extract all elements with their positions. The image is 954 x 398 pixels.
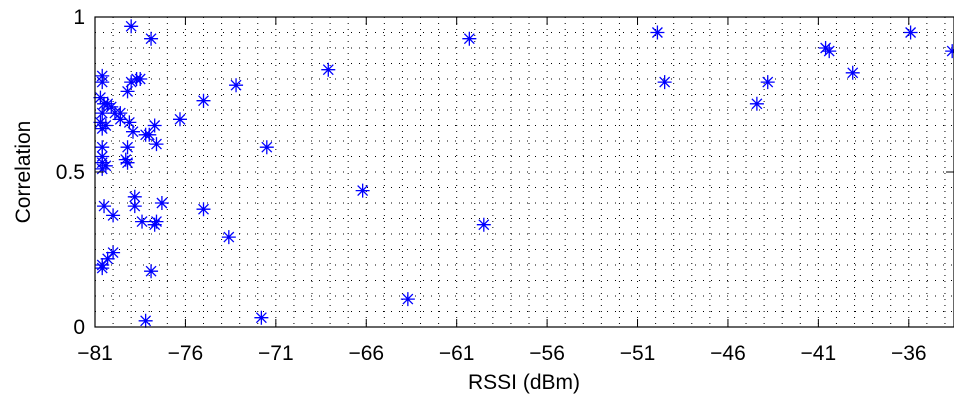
x-tick-label: −36 <box>891 342 927 365</box>
x-tick-label: −81 <box>77 342 113 365</box>
data-point-marker <box>221 230 236 245</box>
x-tick-label: −61 <box>439 342 475 365</box>
data-point-marker <box>127 189 142 204</box>
data-point-marker <box>95 161 110 176</box>
data-point-marker <box>113 106 128 121</box>
data-point-marker <box>95 106 110 121</box>
data-point-marker <box>903 25 918 40</box>
x-tick-labels: −81 −76 −71 −66 −61 −56 −51 −46 −41 −36 <box>77 342 926 365</box>
x-tick-label: −76 <box>168 342 204 365</box>
data-point-marker <box>760 75 775 90</box>
x-tick-label: −66 <box>348 342 384 365</box>
data-point-marker <box>149 214 164 229</box>
x-tick-label: −56 <box>529 342 565 365</box>
data-point-marker <box>98 118 113 133</box>
data-point-marker <box>95 75 110 90</box>
data-point-marker <box>93 115 108 130</box>
data-point-marker <box>149 137 164 152</box>
y-tick-label: 1 <box>73 6 85 29</box>
data-point-marker <box>196 93 211 108</box>
data-point-marker <box>321 62 336 77</box>
data-point-marker <box>100 251 115 266</box>
data-point-marker <box>122 115 137 130</box>
data-point-marker <box>135 214 150 229</box>
data-point-marker <box>400 292 415 307</box>
y-tick-labels: 00.51 <box>56 6 85 339</box>
tick-marks <box>94 16 954 328</box>
grid-lines <box>95 17 954 327</box>
data-point-marker <box>172 112 187 127</box>
x-tick-label: −71 <box>258 342 294 365</box>
data-point-marker <box>147 217 162 232</box>
data-point-marker <box>945 44 954 59</box>
x-tick-label: −51 <box>620 342 656 365</box>
data-point-marker <box>138 313 153 328</box>
x-tick-label: −46 <box>710 342 746 365</box>
data-point-marker <box>657 75 672 90</box>
data-point-marker <box>133 72 148 86</box>
data-point-marker <box>95 261 110 276</box>
data-point-marker <box>93 90 108 105</box>
data-point-marker <box>254 310 269 325</box>
data-point-marker <box>822 44 837 59</box>
data-point-marker <box>124 19 139 34</box>
data-point-marker <box>120 155 135 170</box>
data-point-marker <box>462 31 477 46</box>
data-point-marker <box>106 208 121 223</box>
data-point-marker <box>229 78 244 93</box>
data-point-marker <box>104 99 119 114</box>
data-point-marker <box>118 152 133 167</box>
y-axis-label: Correlation <box>12 121 35 224</box>
data-point-marker <box>124 75 139 90</box>
data-point-marker <box>120 140 135 155</box>
data-point-marker <box>650 25 665 40</box>
data-point-marker <box>95 140 110 155</box>
x-tick-label: −41 <box>801 342 837 365</box>
data-point-marker <box>259 140 274 155</box>
data-point-marker <box>144 31 159 46</box>
data-point-marker <box>196 202 211 217</box>
data-point-marker <box>749 96 764 111</box>
y-tick-label: 0 <box>73 316 85 339</box>
data-point-marker <box>154 196 169 210</box>
data-point-marker <box>120 84 135 99</box>
data-point-marker <box>97 199 112 214</box>
data-point-marker <box>142 127 157 142</box>
data-point-marker <box>845 65 860 80</box>
data-point-marker <box>144 264 159 279</box>
data-point-marker <box>127 199 142 214</box>
y-tick-label: 0.5 <box>56 161 85 184</box>
data-points <box>93 19 954 328</box>
data-point-marker <box>476 217 491 232</box>
data-point-marker <box>147 118 162 133</box>
data-point-marker <box>125 124 140 139</box>
x-axis-label: RSSI (dBm) <box>468 371 580 394</box>
data-point-marker <box>355 183 370 198</box>
data-point-marker <box>106 245 121 260</box>
